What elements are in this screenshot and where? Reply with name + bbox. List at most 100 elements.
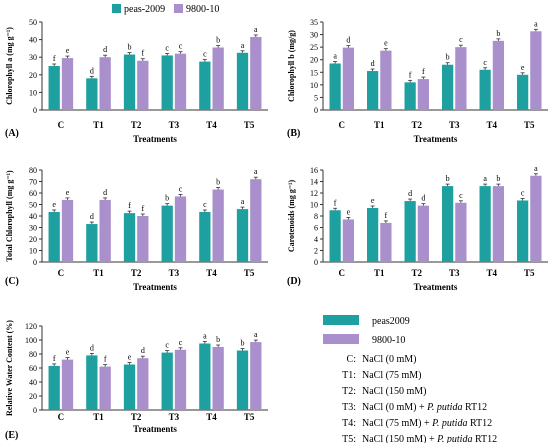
- bar-t4-peas2009: [199, 211, 211, 262]
- significance-letter: e: [52, 200, 56, 209]
- y-tick-label: 8: [314, 212, 318, 221]
- x-tick-label: T5: [524, 120, 535, 130]
- bar-t2-peas2009: [404, 201, 416, 262]
- y-axis-label: Total Chlorophyll (mg g⁻¹): [5, 170, 14, 262]
- key-suffix: RT12: [467, 418, 492, 429]
- bar-t4-9800-10: [212, 47, 224, 110]
- x-tick-label: T5: [244, 268, 255, 278]
- significance-letter: b: [216, 36, 220, 45]
- significance-letter: d: [103, 188, 107, 197]
- significance-letter: d: [141, 346, 145, 355]
- key-swatch-1: [323, 315, 359, 325]
- key-description: NaCl (150 mM) + P. putida RT12: [362, 434, 497, 443]
- x-tick-label: T3: [169, 120, 180, 130]
- x-tick-label: T4: [486, 268, 497, 278]
- significance-letter: b: [496, 29, 500, 38]
- bar-c-9800-10: [61, 58, 74, 110]
- y-tick-label: 80: [29, 350, 37, 359]
- significance-letter: d: [346, 36, 350, 45]
- bar-t3-9800-10: [174, 196, 187, 262]
- y-tick-label: 40: [29, 212, 37, 221]
- bar-t1-9800-10: [380, 50, 392, 110]
- bar-t3-peas2009: [442, 64, 454, 110]
- chart-panel-1: 0 10 20 30 40 50 Chlorophyll a (mg g⁻¹) f e Cd d T1…: [5, 18, 268, 144]
- significance-letter: b: [165, 194, 169, 203]
- key-text: NaCl (150 mM): [362, 386, 426, 397]
- y-tick-label: 40: [29, 36, 37, 45]
- y-tick-label: 10: [310, 201, 318, 210]
- significance-letter: a: [254, 167, 258, 176]
- significance-letter: f: [385, 211, 388, 220]
- x-tick-label: C: [339, 120, 346, 130]
- key-suffix: RT12: [472, 434, 497, 443]
- significance-letter: f: [53, 54, 56, 63]
- y-tick-label: 0: [33, 106, 37, 115]
- chart-panels: 0 10 20 30 40 50 Chlorophyll a (mg g⁻¹) f e Cd d T1…: [5, 18, 548, 441]
- significance-letter: c: [179, 338, 183, 347]
- x-tick-label: T5: [524, 268, 535, 278]
- significance-letter: b: [446, 174, 450, 183]
- bar-c-peas2009: [48, 365, 60, 410]
- key-swatch-2: [323, 334, 359, 344]
- bar-t3-peas2009: [161, 205, 173, 262]
- x-tick-label: T3: [449, 268, 460, 278]
- panel-label: (D): [287, 276, 301, 287]
- key-description: NaCl (150 mM): [362, 386, 426, 397]
- legend-label-1: peas-2009: [124, 4, 165, 15]
- key-text: NaCl (150 mM) +: [362, 434, 437, 443]
- y-tick-label: 20: [29, 392, 37, 401]
- y-tick-label: 6: [314, 224, 318, 233]
- top-legend: peas-2009 9800-10: [112, 4, 219, 15]
- bar-t2-peas2009: [404, 82, 416, 110]
- bar-t2-9800-10: [137, 216, 149, 262]
- significance-letter: b: [216, 178, 220, 187]
- legend-swatch-1: [112, 4, 121, 13]
- y-tick-label: 50: [29, 18, 37, 27]
- significance-letter: b: [128, 43, 132, 52]
- significance-letter: d: [421, 194, 425, 203]
- x-tick-label: T2: [411, 120, 422, 130]
- bar-c-peas2009: [329, 63, 341, 110]
- x-tick-label: T4: [206, 268, 217, 278]
- bar-t5-9800-10: [530, 175, 542, 262]
- y-tick-label: 15: [310, 68, 318, 77]
- significance-letter: c: [521, 188, 525, 197]
- significance-letter: a: [203, 332, 207, 341]
- y-axis-label: Carotenoids (mg g⁻¹): [287, 180, 296, 253]
- x-tick-label: T4: [486, 120, 497, 130]
- significance-letter: a: [534, 164, 538, 173]
- significance-letter: e: [66, 348, 70, 357]
- x-tick-label: T2: [131, 120, 142, 130]
- y-tick-label: 10: [310, 81, 318, 90]
- bar-c-9800-10: [342, 219, 354, 262]
- significance-letter: b: [216, 335, 220, 344]
- y-axis-label: Chlorophyll a (mg g⁻¹): [5, 27, 14, 105]
- bar-t5-9800-10: [250, 36, 262, 110]
- y-tick-label: 60: [29, 189, 37, 198]
- key-code: T4:: [342, 418, 356, 429]
- bar-t1-peas2009: [86, 78, 98, 110]
- significance-letter: c: [179, 42, 183, 51]
- significance-letter: a: [534, 19, 538, 28]
- key-suffix: RT12: [462, 402, 487, 413]
- significance-letter: d: [90, 66, 94, 75]
- x-tick-label: T1: [93, 120, 104, 130]
- significance-letter: d: [103, 45, 107, 54]
- bar-t5-peas2009: [236, 52, 249, 110]
- bar-t5-9800-10: [250, 342, 262, 410]
- significance-letter: f: [53, 354, 56, 363]
- significance-letter: a: [241, 41, 245, 50]
- bar-t5-9800-10: [530, 31, 542, 110]
- y-axis-label: Chlorophyll b (mg/g): [287, 30, 296, 102]
- y-tick-label: 10: [29, 88, 37, 97]
- significance-letter: e: [521, 63, 525, 72]
- y-tick-label: 14: [310, 178, 318, 187]
- key-text: NaCl (75 mM) +: [362, 418, 432, 429]
- y-tick-label: 30: [29, 53, 37, 62]
- bar-t2-peas2009: [123, 364, 136, 410]
- significance-letter: a: [241, 197, 245, 206]
- key-description: NaCl (0 mM): [362, 354, 416, 365]
- x-tick-label: T1: [93, 412, 104, 422]
- significance-letter: a: [483, 174, 487, 183]
